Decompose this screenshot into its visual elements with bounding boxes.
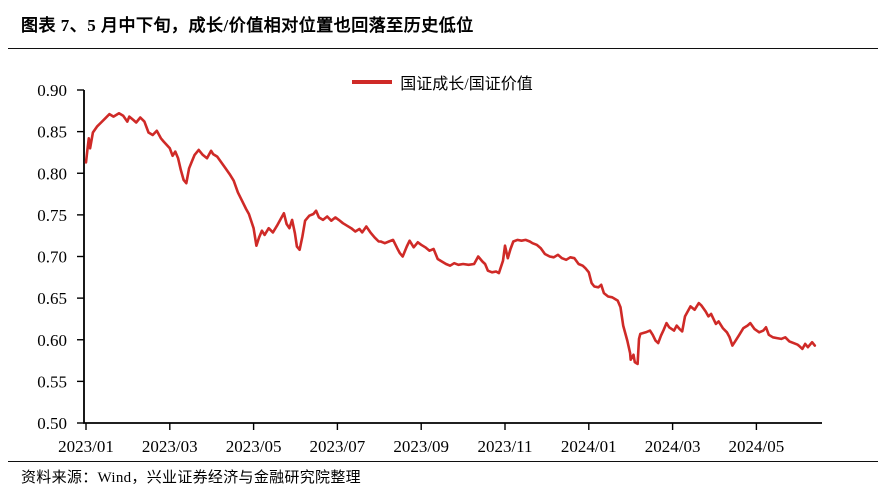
- legend-label: 国证成长/国证价值: [400, 76, 533, 93]
- x-axis-tick-label: 2024/03: [645, 437, 701, 456]
- y-axis-tick-label: 0.65: [37, 289, 67, 308]
- x-axis-tick-label: 2023/07: [310, 437, 366, 456]
- x-axis-tick-label: 2024/01: [561, 437, 617, 456]
- y-axis-tick-label: 0.70: [37, 248, 67, 267]
- x-axis-tick-label: 2023/11: [477, 437, 532, 456]
- growth-value-ratio-line-chart: 0.90 0.85 0.80 0.75 0.70 0.65 0.60 0.55 0.50 2023…: [37, 81, 822, 456]
- x-axis-tick-label: 2023/03: [142, 437, 198, 456]
- y-axis-tick-label: 0.50: [37, 414, 67, 433]
- y-axis-tick-label: 0.55: [37, 372, 67, 391]
- legend-line-swatch: [352, 80, 393, 84]
- source-note: 资料来源：Wind，兴业证券经济与金融研究院整理: [21, 470, 361, 486]
- y-axis-tick-label: 0.85: [37, 123, 67, 142]
- figure-title: 图表 7、5 月中下旬，成长/价值相对位置也回落至历史低位: [21, 16, 474, 35]
- y-axis-tick-label: 0.60: [37, 331, 67, 350]
- y-axis-tick-label: 0.90: [37, 81, 67, 100]
- axes: [83, 90, 822, 424]
- title-divider: [8, 48, 878, 49]
- chart-legend: 国证成长/国证价值: [0, 70, 885, 94]
- y-axis-tick-label: 0.80: [37, 164, 67, 183]
- x-axis-tick-label: 2023/09: [393, 437, 449, 456]
- series-line-growth-value-ratio: [84, 112, 817, 366]
- x-axis-tick-label: 2023/05: [226, 437, 282, 456]
- x-axis-tick-label: 2024/05: [729, 437, 785, 456]
- x-axis-tick-label: 2023/01: [58, 437, 114, 456]
- source-divider: [8, 461, 878, 462]
- y-axis-tick-label: 0.75: [37, 206, 67, 225]
